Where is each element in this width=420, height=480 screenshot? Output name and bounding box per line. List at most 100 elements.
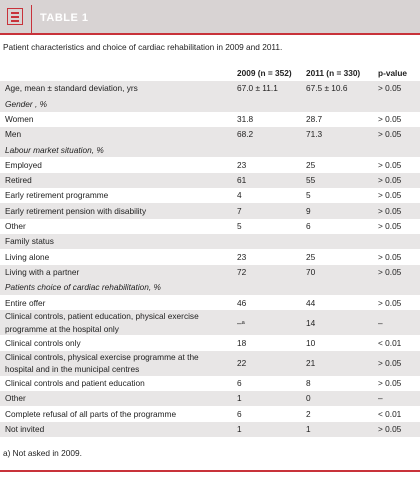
table-row: Living alone 23 25 > 0.05	[0, 249, 420, 264]
table-row: Women 31.8 28.7 > 0.05	[0, 112, 420, 127]
row-label: Gender , %	[0, 96, 237, 112]
empty-cell	[306, 279, 378, 296]
header-bar: TABLE 1	[0, 0, 420, 35]
cell: > 0.05	[378, 251, 402, 262]
row-label: Employed	[5, 159, 42, 170]
column-header: 2009 (n = 352)	[237, 68, 292, 79]
divider	[31, 5, 32, 33]
footnote: a) Not asked in 2009.	[3, 448, 82, 458]
row-label: Clinical controls, patient education, ph…	[0, 310, 237, 336]
table-row: Employed 23 25 > 0.05	[0, 157, 420, 172]
cell: 31.8	[237, 113, 254, 124]
cell: > 0.05	[378, 421, 420, 437]
table-row: Not invited 1 1 > 0.05	[0, 421, 420, 437]
cell: 67.5 ± 10.6	[306, 81, 378, 97]
cell: –	[378, 391, 420, 407]
row-label: Labour market situation, %	[0, 142, 237, 158]
row-label: Living alone	[5, 251, 50, 262]
cell: 10	[306, 337, 316, 348]
cell: 1	[237, 421, 306, 437]
cell: 1	[237, 391, 306, 407]
table-row: Gender , %	[0, 96, 420, 112]
cell: 25	[306, 159, 316, 170]
empty-cell	[306, 142, 378, 158]
empty-cell	[306, 96, 378, 112]
cell: 0	[306, 391, 378, 407]
cell: > 0.05	[378, 190, 402, 201]
cell: < 0.01	[378, 408, 402, 419]
cell: 23	[237, 251, 247, 262]
empty-cell	[237, 142, 306, 158]
header-row: 2009 (n = 352) 2011 (n = 330) p-value	[0, 66, 420, 81]
cell: > 0.05	[378, 350, 420, 376]
column-header: p-value	[378, 68, 408, 79]
table-label: TABLE 1	[40, 12, 89, 24]
cell: > 0.05	[378, 378, 402, 389]
row-label: Other	[5, 221, 26, 232]
row-label: Other	[0, 391, 237, 407]
cell: > 0.05	[378, 264, 420, 280]
table-row: Clinical controls only 18 10 < 0.01	[0, 335, 420, 350]
cell: 68.2	[237, 126, 306, 143]
table-row: Living with a partner 72 70 > 0.05	[0, 264, 420, 280]
cell: 71.3	[306, 126, 378, 143]
cell: 6	[306, 221, 311, 232]
cell: > 0.05	[378, 221, 402, 232]
row-label: Not invited	[0, 421, 237, 437]
table-row: Family status	[0, 233, 420, 250]
cell: 44	[306, 297, 316, 308]
row-label: Clinical controls and patient education	[5, 378, 145, 389]
cell: < 0.01	[378, 337, 402, 348]
row-label: Early retirement programme	[5, 190, 109, 201]
row-label: Complete refusal of all parts of the pro…	[5, 408, 177, 419]
table-row: Early retirement pension with disability…	[0, 203, 420, 219]
row-label: Entire offer	[5, 297, 46, 308]
cell: 28.7	[306, 113, 323, 124]
caption: Patient characteristics and choice of ca…	[3, 42, 283, 52]
cell: 6	[237, 378, 242, 389]
table-row: Complete refusal of all parts of the pro…	[0, 406, 420, 421]
cell: 2	[306, 408, 311, 419]
cell: 18	[237, 337, 247, 348]
empty-cell	[306, 233, 378, 250]
table-row: Clinical controls, patient education, ph…	[0, 310, 420, 336]
table-row: Clinical controls and patient education 6…	[0, 376, 420, 391]
row-label: Retired	[0, 172, 237, 189]
cell: –	[378, 310, 420, 336]
column-header	[0, 66, 237, 81]
table-row: Other 1 0–	[0, 391, 420, 407]
table-row: Entire offer 46 44 > 0.05	[0, 295, 420, 310]
empty-cell	[378, 279, 420, 296]
cell: 8	[306, 378, 311, 389]
row-label: Age, mean ± standard deviation, yrs	[0, 81, 237, 97]
cell: 6	[237, 408, 242, 419]
table-row: Early retirement programme 4 5 > 0.05	[0, 188, 420, 203]
cell: 9	[306, 203, 378, 219]
table-row: Patients choice of cardiac rehabilitatio…	[0, 279, 420, 296]
cell: 70	[306, 264, 378, 280]
cell: 55	[306, 172, 378, 189]
row-label: Clinical controls only	[5, 337, 81, 348]
cell: 23	[237, 159, 247, 170]
empty-cell	[237, 96, 306, 112]
row-label: Early retirement pension with disability	[0, 203, 237, 219]
column-header: 2011 (n = 330)	[306, 68, 361, 79]
row-label: Family status	[0, 233, 237, 250]
row-label: Clinical controls, physical exercise pro…	[0, 350, 237, 376]
cell: 72	[237, 264, 306, 280]
cell: > 0.05	[378, 172, 420, 189]
cell: 7	[237, 203, 306, 219]
cell: > 0.05	[378, 113, 402, 124]
row-label: Living with a partner	[0, 264, 237, 280]
row-label: Men	[0, 126, 237, 143]
cell: 25	[306, 251, 316, 262]
cell: > 0.05	[378, 126, 420, 143]
cell: 14	[306, 310, 378, 336]
bottom-rule	[0, 470, 420, 472]
cell: 5	[306, 190, 311, 201]
cell: 21	[306, 350, 378, 376]
table-row: Age, mean ± standard deviation, yrs 67.0 …	[0, 81, 420, 97]
cell: 4	[237, 190, 242, 201]
cell: 46	[237, 297, 247, 308]
data-table: 2009 (n = 352) 2011 (n = 330) p-value Age, …	[0, 66, 420, 437]
